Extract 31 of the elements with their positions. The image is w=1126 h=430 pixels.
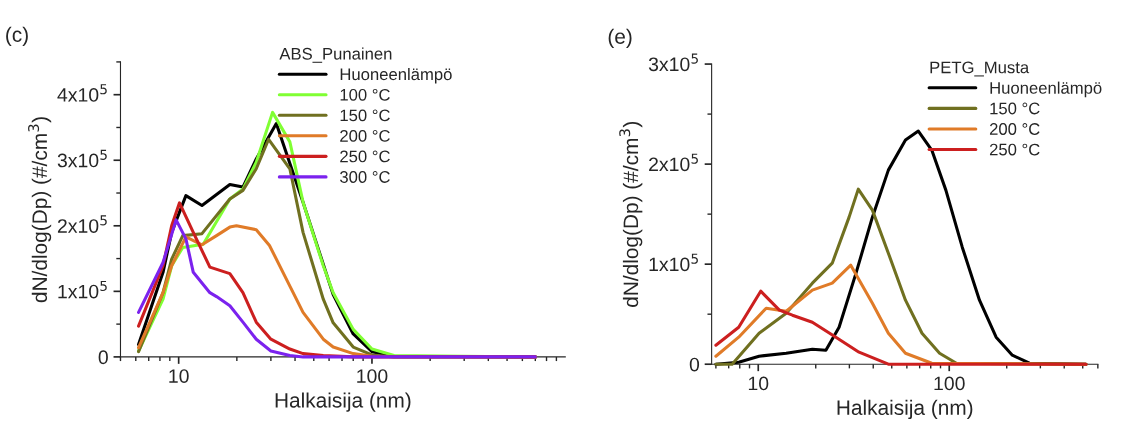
legend-label: 150 °C: [990, 102, 1040, 115]
x-axis-title: Halkaisija (nm): [837, 399, 973, 420]
legend-label: 200 °C: [340, 130, 390, 142]
legend-title: PETG_Musta: [930, 61, 1030, 77]
y-tick-label: 3x10$^{5}$: [648, 53, 698, 72]
chart-title: (e): [608, 28, 632, 49]
y-tick-label: 0: [689, 357, 700, 372]
y-tick-label: 2x10$^{5}$: [649, 153, 698, 172]
y-tick-label: 1x10$^{5}$: [649, 253, 698, 272]
legend-title: ABS_Punainen: [279, 47, 392, 63]
x-tick-label: 10: [748, 376, 769, 391]
x-tick-label: 100: [357, 369, 388, 383]
y-tick-label: 3x10$^{5}$: [57, 149, 107, 168]
y-tick-label: 0: [98, 350, 108, 365]
legend-label: 150 °C: [340, 109, 390, 122]
y-tick-label: 4x10$^{5}$: [57, 84, 107, 102]
legend-label: 250 °C: [989, 143, 1040, 156]
x-tick-label: 100: [934, 376, 965, 391]
chart-title: (c): [6, 26, 28, 47]
legend-label: Huoneenlämpö: [340, 67, 452, 84]
y-axis-title: dN/dlog(Dp) (#/cm$^{3}$): [28, 117, 52, 303]
x-axis-title: Halkaisija (nm): [275, 392, 411, 412]
legend-label: 100 °C: [340, 88, 390, 101]
y-tick-label: 1x10$^{5}$: [58, 280, 107, 299]
legend-label: Huoneenlämpö: [990, 81, 1102, 98]
legend-label: 250 °C: [340, 150, 390, 163]
legend-label: 200 °C: [989, 123, 1040, 135]
y-axis-title: dN/dlog(Dp) (#/cm$^{3}$): [619, 121, 643, 307]
legend-label: 300 °C: [340, 171, 390, 183]
x-tick-label: 10: [169, 369, 189, 383]
y-tick-label: 2x10$^{5}$: [57, 215, 107, 233]
